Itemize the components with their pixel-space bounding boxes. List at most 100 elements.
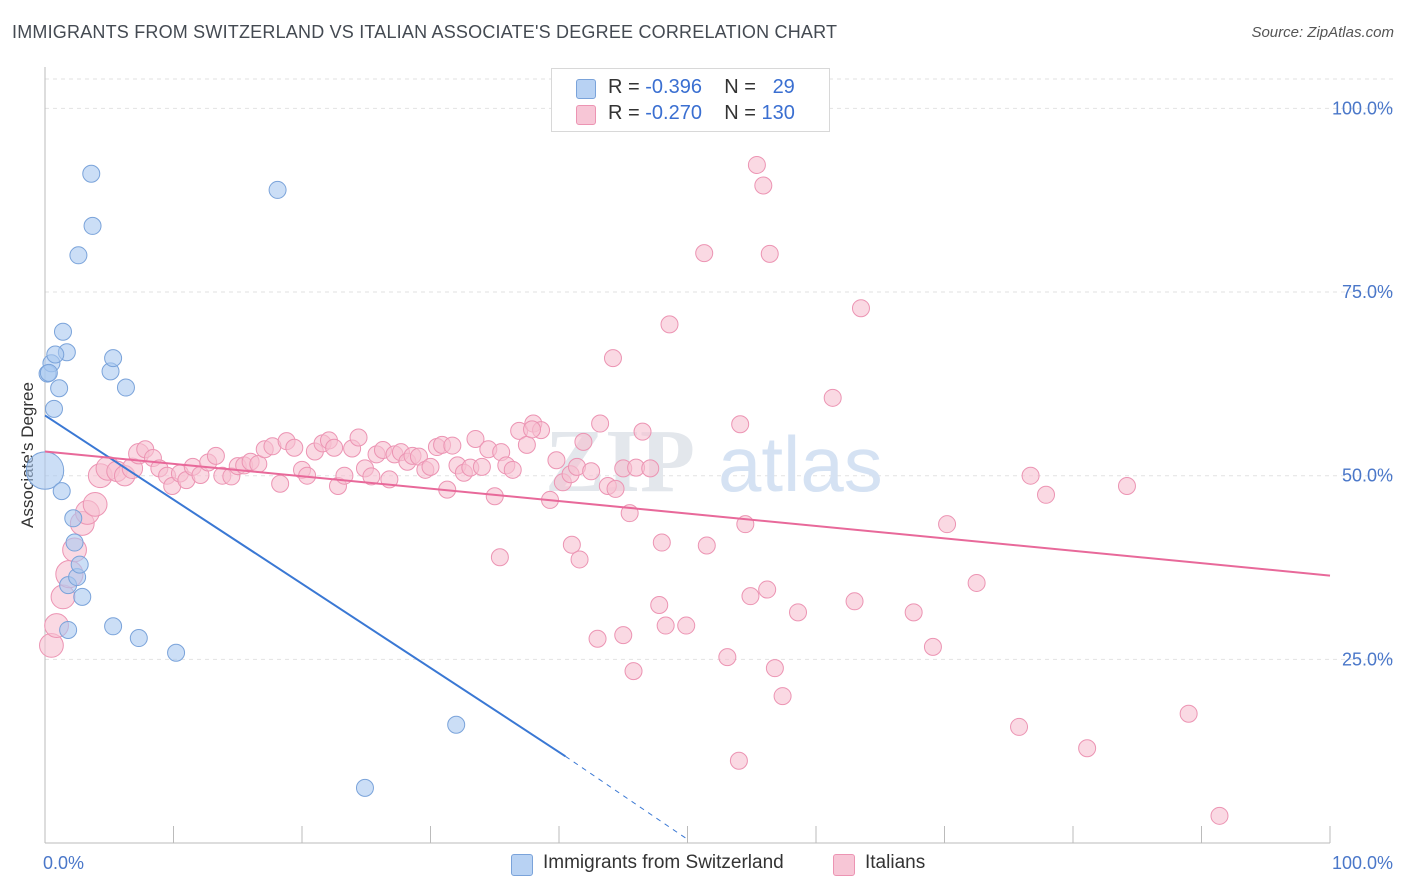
legend-swatch-switzerland bbox=[576, 79, 596, 99]
switzerland-point bbox=[129, 629, 148, 648]
italians-point bbox=[741, 587, 760, 606]
italians-point bbox=[1037, 485, 1056, 504]
switzerland-point bbox=[83, 216, 102, 235]
italians-point bbox=[652, 533, 671, 552]
legend-n-value: 29 bbox=[772, 76, 795, 98]
switzerland-point bbox=[52, 482, 71, 501]
switzerland-point bbox=[39, 363, 58, 382]
italians-point bbox=[823, 388, 842, 407]
switzerland-point bbox=[69, 246, 88, 265]
italians-point bbox=[695, 244, 714, 263]
source-credit: Source: ZipAtlas.com bbox=[1251, 24, 1394, 41]
italians-point bbox=[760, 244, 779, 263]
italians-point bbox=[656, 616, 675, 635]
italians-point bbox=[697, 536, 716, 555]
italians-point bbox=[285, 438, 304, 457]
italians-point bbox=[1117, 476, 1136, 495]
italians-point bbox=[362, 467, 381, 486]
italians-point bbox=[773, 687, 792, 706]
y-tick-label: 100.0% bbox=[1332, 98, 1393, 118]
italians-point bbox=[547, 451, 566, 470]
watermark-atlas: atlas bbox=[718, 420, 883, 508]
legend-text-switzerland: R = -0.396 N = 29 bbox=[608, 76, 795, 99]
italians-trend-line bbox=[44, 450, 1331, 577]
italians-point bbox=[923, 637, 942, 656]
switzerland-trend-line bbox=[44, 414, 566, 758]
switzerland-point bbox=[50, 379, 69, 398]
italians-point bbox=[421, 457, 440, 476]
y-tick-label: 25.0% bbox=[1342, 649, 1393, 669]
italians-point bbox=[851, 299, 870, 318]
italians-point bbox=[1078, 739, 1097, 758]
italians-point bbox=[789, 603, 808, 622]
italians-point bbox=[614, 626, 633, 645]
italians-point bbox=[603, 349, 622, 368]
italians-point bbox=[1179, 704, 1198, 723]
italians-point bbox=[660, 315, 679, 334]
legend-r-label: R = bbox=[608, 102, 640, 124]
italians-point bbox=[967, 573, 986, 592]
italians-point bbox=[938, 515, 957, 534]
italians-point bbox=[1010, 717, 1029, 736]
bottom-legend-label-switzerland: Immigrants from Switzerland bbox=[543, 852, 784, 873]
italians-point bbox=[1210, 806, 1229, 825]
italians-point bbox=[677, 616, 696, 635]
italians-point bbox=[517, 435, 536, 454]
y-tick-label: 75.0% bbox=[1342, 282, 1393, 302]
italians-point bbox=[633, 422, 652, 441]
switzerland-point bbox=[59, 620, 78, 639]
switzerland-point bbox=[44, 399, 63, 418]
legend-r-label: R = bbox=[608, 76, 640, 98]
italians-point bbox=[765, 659, 784, 678]
x-tick-label: 100.0% bbox=[1332, 853, 1393, 873]
italians-point bbox=[845, 592, 864, 611]
switzerland-point bbox=[447, 715, 466, 734]
italians-point bbox=[731, 415, 750, 434]
italians-point bbox=[490, 548, 509, 567]
switzerland-point bbox=[82, 164, 101, 183]
switzerland-point bbox=[104, 617, 123, 636]
bottom-legend-label-italians: Italians bbox=[865, 852, 926, 873]
bottom-swatch-switzerland bbox=[511, 854, 533, 876]
italians-point bbox=[472, 457, 491, 476]
italians-point bbox=[1021, 466, 1040, 485]
bottom-swatch-italians bbox=[833, 854, 855, 876]
italians-point bbox=[325, 438, 344, 457]
italians-point bbox=[904, 603, 923, 622]
switzerland-point bbox=[167, 643, 186, 662]
gridlines bbox=[45, 78, 1393, 660]
italians-point bbox=[443, 436, 462, 455]
italians-point bbox=[574, 432, 593, 451]
italians-point bbox=[650, 595, 669, 614]
legend-swatch-italians bbox=[576, 105, 596, 125]
italians-point bbox=[271, 474, 290, 493]
italians-point bbox=[754, 176, 773, 195]
italians-point bbox=[641, 459, 660, 478]
italians-point bbox=[206, 446, 225, 465]
italians-point bbox=[606, 479, 625, 498]
italians-point bbox=[82, 491, 108, 517]
switzerland-trend-extension bbox=[565, 755, 688, 840]
switzerland-point bbox=[53, 322, 72, 341]
y-tick-label: 50.0% bbox=[1342, 466, 1393, 486]
legend-n-label: N = bbox=[724, 102, 756, 124]
italians-point bbox=[582, 462, 601, 481]
italians-point bbox=[523, 420, 542, 439]
switzerland-point bbox=[268, 180, 287, 199]
italians-point bbox=[747, 155, 766, 174]
italians-point bbox=[591, 414, 610, 433]
italians-point bbox=[466, 429, 485, 448]
switzerland-point bbox=[116, 378, 135, 397]
correlation-legend: R = -0.396 N = 29 R = -0.270 N = 130 bbox=[551, 68, 830, 132]
switzerland-point bbox=[65, 533, 84, 552]
trend-lines bbox=[44, 414, 1331, 840]
x-tick-label: 0.0% bbox=[43, 853, 84, 873]
tick-labels: 100.0% 75.0% 50.0% 25.0% 0.0% 100.0% bbox=[43, 98, 1393, 873]
italians-point bbox=[570, 550, 589, 569]
switzerland-point bbox=[70, 555, 89, 574]
switzerland-point bbox=[73, 587, 92, 606]
legend-text-italians: R = -0.270 N = 130 bbox=[608, 102, 795, 125]
italians-point bbox=[503, 460, 522, 479]
italians-point bbox=[349, 428, 368, 447]
